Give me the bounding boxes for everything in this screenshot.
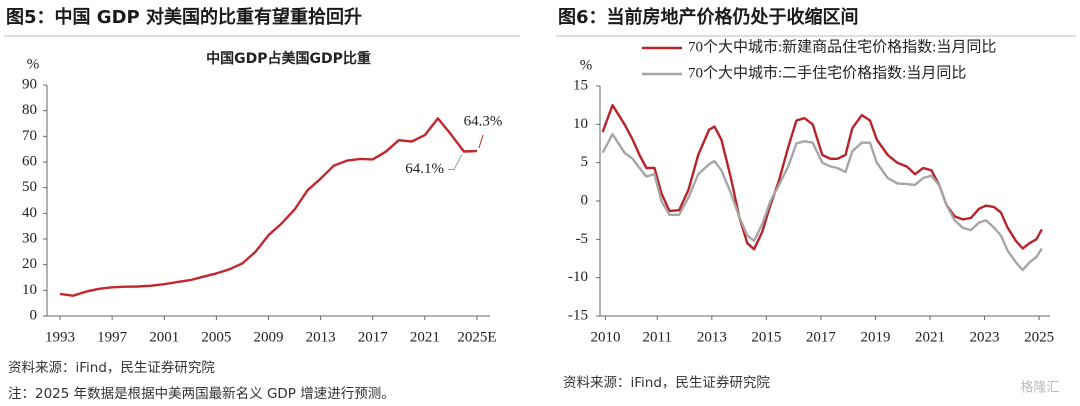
y-tick-label: -10 — [568, 269, 588, 285]
x-tick-label: 2011 — [643, 329, 672, 345]
x-tick-label: 2021 — [410, 329, 440, 345]
watermark: 格隆汇 — [1020, 380, 1059, 396]
x-tick-label: 2001 — [149, 329, 179, 345]
x-tick-label: 2019 — [860, 329, 890, 345]
x-tick-label: 2025 — [1024, 329, 1054, 345]
data-line — [59, 117, 478, 297]
y-tick-label: 30 — [22, 230, 37, 246]
y-tick-label: 5 — [581, 154, 589, 170]
x-tick-label: 2021 — [915, 329, 945, 345]
leader-line — [478, 134, 484, 149]
y-tick-label: 10 — [573, 116, 588, 132]
y-unit: % — [580, 57, 593, 73]
x-tick-label: 2013 — [306, 329, 336, 345]
y-tick-label: 10 — [22, 282, 37, 298]
x-tick-label: 2009 — [254, 329, 284, 345]
y-tick-label: -5 — [576, 231, 589, 247]
x-tick-label: 2025E — [457, 329, 496, 345]
chart-heading: 图5：中国 GDP 对美国的比重有望重拾回升 — [6, 6, 362, 28]
data-label: 64.3% — [464, 113, 503, 129]
legend-label: 70个大中城市:二手住宅价格指数:当月同比 — [688, 64, 966, 81]
x-tick-label: 2017 — [806, 329, 837, 345]
y-tick-label: 80 — [22, 102, 37, 118]
x-tick-label: 2005 — [201, 329, 231, 345]
x-tick-label: 2010 — [590, 329, 620, 345]
note: 注：2025 年数据是根据中美两国最新名义 GDP 增速进行预测。 — [8, 386, 395, 402]
legend-label: 70个大中城市:新建商品住宅价格指数:当月同比 — [688, 38, 996, 55]
x-tick-label: 1997 — [97, 329, 128, 345]
data-line — [601, 133, 1043, 272]
chart-heading: 图6：当前房地产价格仍处于收缩区间 — [558, 6, 859, 28]
leader-line — [447, 154, 463, 170]
x-tick-label: 1993 — [45, 329, 75, 345]
x-tick-label: 2015 — [751, 329, 781, 345]
chart-title: 中国GDP占美国GDP比重 — [206, 50, 371, 67]
y-tick-label: 0 — [30, 307, 38, 323]
y-tick-label: 40 — [22, 205, 37, 221]
source: 资料来源：iFind，民生证券研究院 — [8, 360, 215, 376]
data-label: 64.1% — [405, 161, 444, 177]
y-tick-label: 50 — [22, 179, 37, 195]
data-line — [601, 104, 1043, 251]
y-unit: % — [27, 56, 40, 72]
y-tick-label: 15 — [573, 77, 588, 93]
y-tick-label: 70 — [22, 128, 37, 144]
x-tick-label: 2017 — [358, 329, 389, 345]
y-tick-label: -15 — [568, 307, 588, 323]
y-tick-label: 0 — [581, 192, 589, 208]
y-tick-label: 20 — [22, 256, 37, 272]
x-tick-label: 2023 — [970, 329, 1000, 345]
y-tick-label: 60 — [22, 153, 37, 169]
x-tick-label: 2013 — [697, 329, 727, 345]
source: 资料来源：iFind，民生证券研究院 — [563, 375, 770, 391]
y-tick-label: 90 — [22, 76, 37, 92]
